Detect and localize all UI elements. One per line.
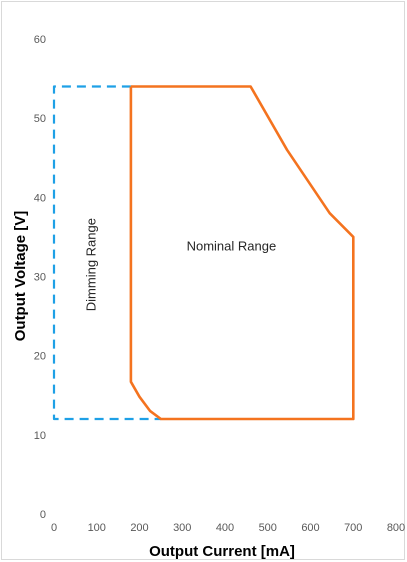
x-tick-label: 800	[387, 522, 405, 534]
x-tick-label: 700	[344, 522, 362, 534]
dimming-range-boundary	[52, 85, 161, 421]
y-tick-label: 0	[40, 509, 46, 521]
x-axis-title: Output Current [mA]	[149, 543, 295, 560]
x-tick-label: 500	[259, 522, 277, 534]
y-tick-label: 60	[34, 34, 46, 46]
series-layer	[52, 85, 355, 421]
x-tick-label: 100	[88, 522, 106, 534]
y-tick-label: 40	[34, 192, 46, 204]
x-tick-label: 400	[216, 522, 234, 534]
x-tick-label: 300	[173, 522, 191, 534]
x-tick-label: 200	[130, 522, 148, 534]
y-tick-label: 50	[34, 113, 46, 125]
annotation-layer: Nominal Range Dimming Range	[83, 218, 276, 311]
y-axis-title: Output Voltage [V]	[12, 211, 29, 342]
nominal-range-label: Nominal Range	[187, 238, 277, 253]
x-tick-label: 600	[301, 522, 319, 534]
x-tick-label: 0	[51, 522, 57, 534]
x-tick-labels: 0 100 200 300 400 500 600 700 800	[51, 522, 405, 534]
dimming-range-label: Dimming Range	[83, 218, 98, 311]
y-tick-labels: 0 10 20 30 40 50 60	[34, 34, 46, 521]
y-tick-label: 10	[34, 430, 46, 442]
y-tick-label: 30	[34, 272, 46, 284]
y-tick-label: 20	[34, 351, 46, 363]
nominal-range-boundary	[129, 85, 355, 421]
